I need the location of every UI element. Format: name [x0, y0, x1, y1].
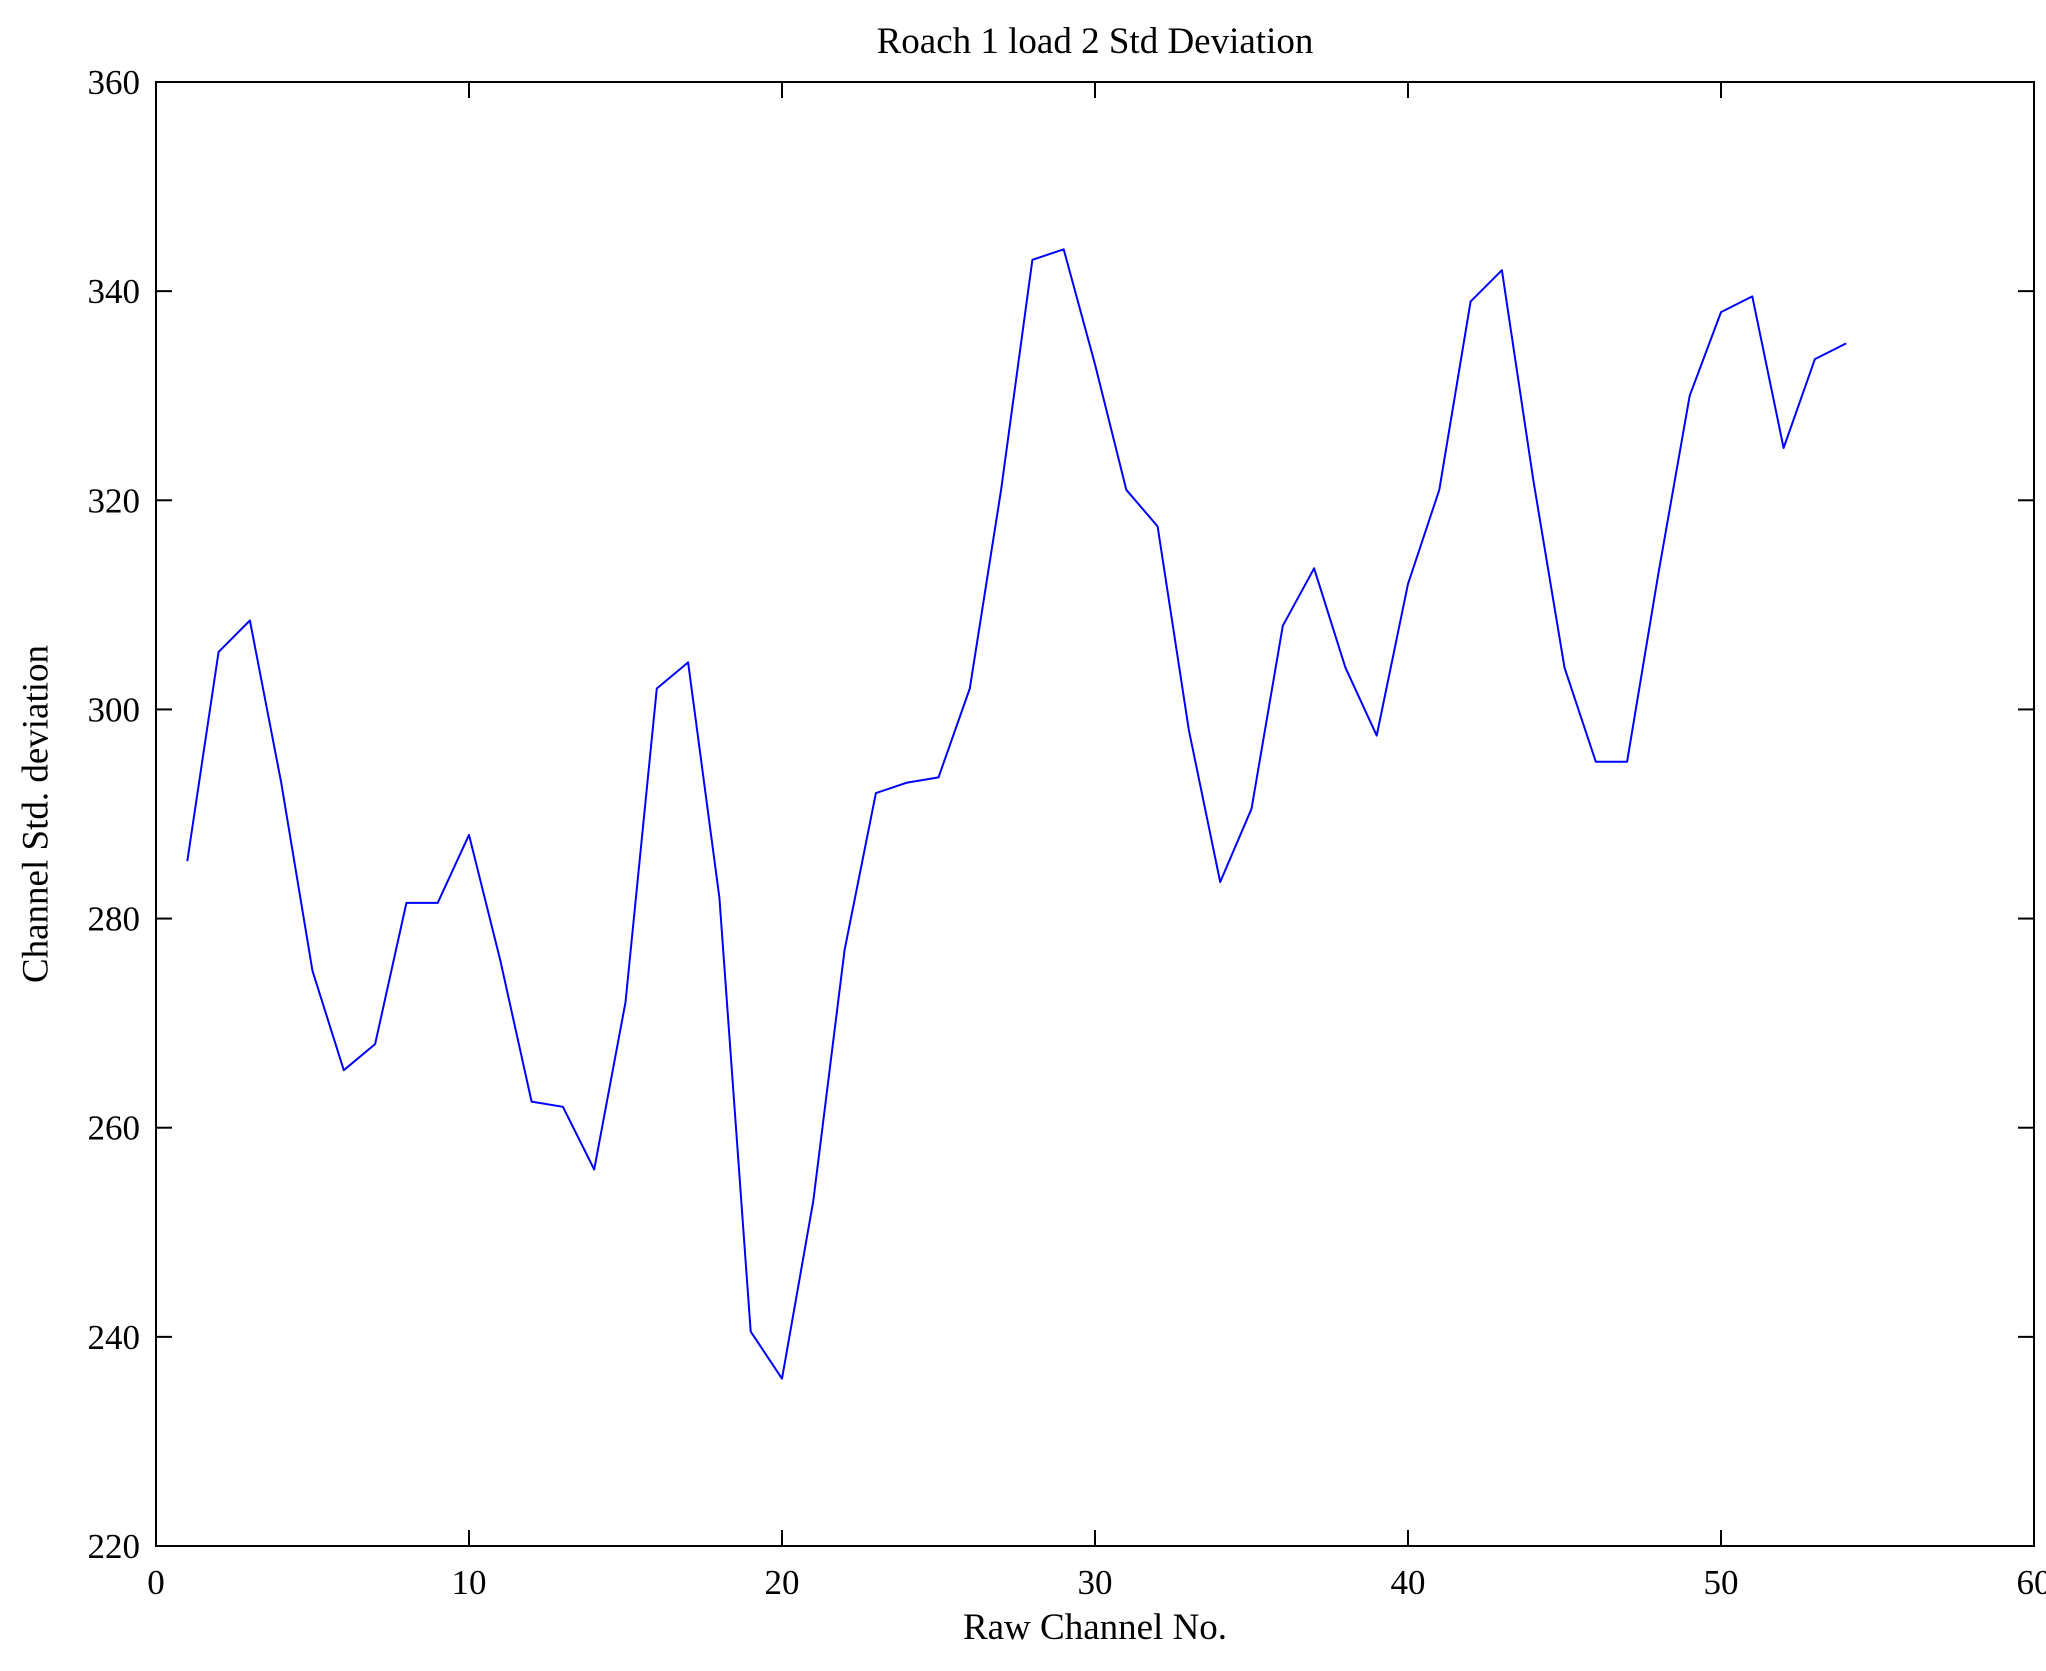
- x-tick-label: 40: [1391, 1563, 1426, 1602]
- y-tick-label: 260: [88, 1109, 141, 1148]
- x-tick-label: 60: [2017, 1563, 2046, 1602]
- x-tick-label: 30: [1078, 1563, 1113, 1602]
- y-tick-label: 320: [88, 481, 141, 520]
- x-axis-label: Raw Channel No.: [962, 1607, 1228, 1648]
- y-tick-label: 300: [88, 690, 141, 729]
- chart-title: Roach 1 load 2 Std Deviation: [876, 21, 1314, 62]
- data-line-series: [186, 248, 1847, 1380]
- x-tick-label: 50: [1704, 1563, 1739, 1602]
- x-tick-label: 0: [147, 1563, 165, 1602]
- x-tick-label: 20: [765, 1563, 800, 1602]
- plot-border: [155, 81, 2035, 1547]
- y-tick-label: 280: [88, 900, 141, 939]
- y-tick-label: 360: [88, 63, 141, 102]
- y-tick-label: 220: [88, 1527, 141, 1566]
- y-tick-label: 340: [88, 272, 141, 311]
- x-tick-label: 10: [452, 1563, 487, 1602]
- y-tick-label: 240: [88, 1318, 141, 1357]
